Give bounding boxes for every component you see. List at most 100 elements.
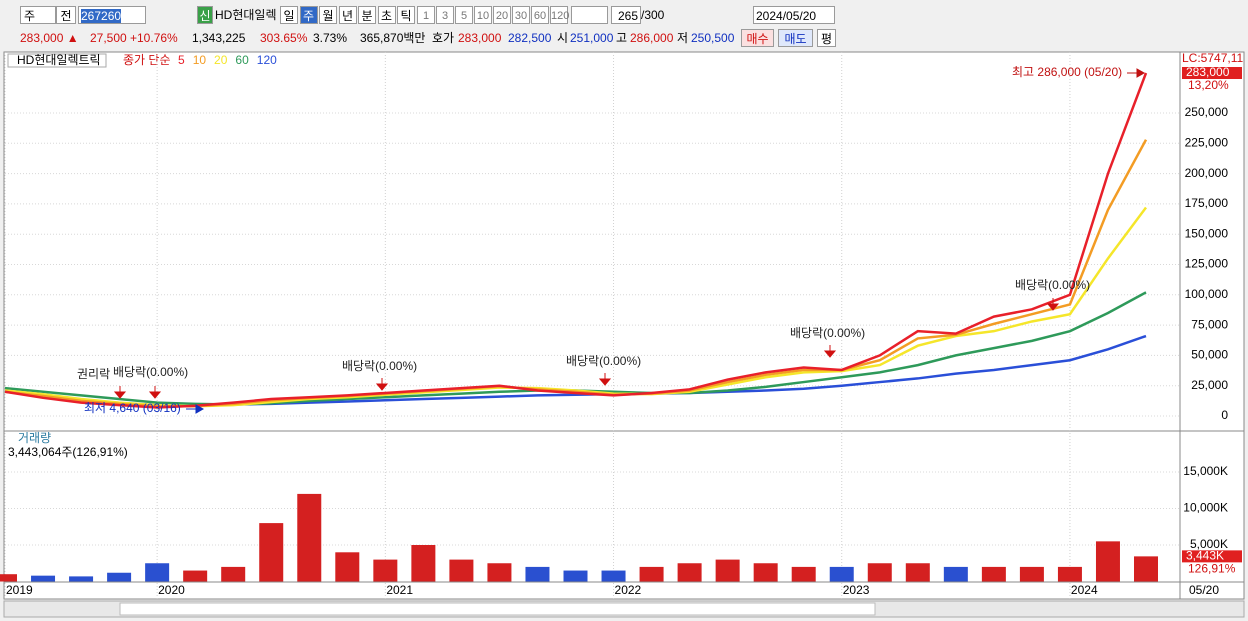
annotation: 배당락(0.00%) — [342, 359, 417, 373]
y-tick-label: 75,000 — [1191, 317, 1228, 331]
dividend-arrow — [598, 373, 612, 386]
market-select[interactable]: 주 — [20, 6, 56, 24]
volume-bar — [639, 566, 664, 582]
volume-bar — [449, 559, 474, 582]
dividend-arrow — [823, 345, 837, 358]
annotation: 최고 286,000 (05/20) — [1012, 65, 1122, 79]
volume-bar — [411, 545, 436, 582]
legend-entry: 20 — [214, 53, 228, 67]
volume-ratio: 303.65% — [260, 31, 308, 45]
interval-button[interactable]: 20 — [493, 6, 511, 24]
scroll-thumb[interactable] — [119, 602, 876, 616]
period-button[interactable]: 틱 — [397, 6, 415, 24]
volume-subtitle: 3,443,064주(126,91%) — [8, 445, 128, 459]
y-tick-label: 15,000K — [1183, 464, 1228, 478]
volume-bar — [69, 576, 94, 582]
volume-bar — [867, 563, 892, 582]
volume-bar — [335, 552, 360, 582]
period-button[interactable]: 초 — [377, 6, 396, 24]
annotation: 배당락(0.00%) — [790, 326, 865, 340]
legend-entry: 5 — [178, 53, 185, 67]
turnover: 3.73% — [313, 31, 348, 45]
volume-bar — [791, 566, 816, 582]
high: 286,000 — [630, 31, 674, 45]
interval-button[interactable]: 60 — [531, 6, 549, 24]
y-tick-label: 125,000 — [1185, 257, 1229, 271]
period-button[interactable]: 년 — [338, 6, 357, 24]
sell-button[interactable]: 매도 — [778, 29, 813, 47]
x-tick-label: 2024 — [1071, 583, 1098, 597]
volume-bar — [31, 575, 56, 582]
volume-bar — [525, 566, 550, 582]
period-button[interactable]: 월 — [319, 6, 337, 24]
count-input[interactable]: 265 — [611, 6, 641, 24]
y-tick-label: 10,000K — [1183, 501, 1228, 515]
date-input[interactable]: 2024/05/20 — [753, 6, 835, 24]
interval-button[interactable]: 5 — [455, 6, 473, 24]
price-title: HD현대일렉트릭 — [17, 53, 101, 67]
prev-button[interactable]: 전 — [56, 6, 76, 24]
legend-entry: 120 — [257, 53, 277, 67]
interval-select[interactable] — [571, 6, 608, 24]
last-pct-label: 126,91% — [1188, 562, 1236, 576]
period-button[interactable]: 주 — [299, 6, 318, 24]
volume-bar — [487, 563, 512, 582]
period-button[interactable]: 분 — [358, 6, 376, 24]
open: 251,000 — [570, 31, 614, 45]
interval-button[interactable]: 120 — [550, 6, 569, 24]
annotation: 배당락(0.00%) — [1015, 278, 1090, 292]
low-arrow — [186, 404, 205, 414]
volume-bar — [1057, 566, 1082, 582]
legend-entry: 60 — [235, 53, 249, 67]
volume-bar — [373, 559, 398, 582]
volume: 1,343,225 — [192, 31, 246, 45]
stock-name: HD현대일렉 — [215, 8, 277, 22]
period-button[interactable]: 일 — [280, 6, 298, 24]
volume-bar — [905, 563, 930, 582]
last-pct-label: 13,20% — [1188, 78, 1229, 92]
volume-bar — [563, 570, 588, 582]
volume-bar — [677, 563, 702, 582]
volume-bar — [753, 563, 778, 582]
interval-button[interactable]: 3 — [436, 6, 454, 24]
y-tick-label: 25,000 — [1191, 378, 1228, 392]
count-max: /300 — [641, 8, 665, 22]
volume-bar — [1095, 541, 1120, 582]
low: 250,500 — [691, 31, 735, 45]
volume-bar — [221, 566, 246, 582]
volume-bar — [0, 574, 17, 582]
high-arrow — [1127, 68, 1146, 78]
title-box — [7, 53, 107, 68]
new-badge: 신 — [197, 6, 213, 24]
change: 27,500 — [90, 31, 127, 45]
x-tick-label: 2021 — [386, 583, 413, 597]
volume-bar — [601, 570, 626, 582]
interval-button[interactable]: 1 — [417, 6, 435, 24]
last-value-label: 283,000 — [1186, 65, 1230, 79]
code-input[interactable]: 267260 — [78, 6, 146, 24]
y-tick-label: 5,000K — [1190, 537, 1228, 551]
x-tick-label: 2020 — [158, 583, 185, 597]
amount: 365,870백만 — [360, 31, 426, 45]
annotation: 최저 4,640 (03/16) — [84, 401, 181, 415]
volume-bar — [943, 566, 968, 582]
dividend-arrow — [375, 378, 389, 391]
x-tick-label: 2019 — [6, 583, 33, 597]
interval-button[interactable]: 30 — [512, 6, 530, 24]
y-tick-label: 150,000 — [1185, 226, 1229, 240]
ask: 283,000 — [458, 31, 502, 45]
interval-button[interactable]: 10 — [474, 6, 492, 24]
volume-bar — [107, 572, 132, 582]
avg-button[interactable]: 평 — [817, 29, 836, 47]
dividend-arrow — [1046, 298, 1060, 311]
y-tick-label: 175,000 — [1185, 196, 1229, 210]
annotation: 배당락(0.00%) — [566, 354, 641, 368]
annotation: 배당락(0.00%) — [113, 365, 188, 379]
price: 283,000 ▲ — [20, 31, 79, 45]
bid: 282,500 — [508, 31, 552, 45]
volume-bar — [259, 523, 284, 582]
buy-button[interactable]: 매수 — [741, 29, 774, 47]
dividend-arrow — [148, 386, 162, 399]
y-tick-label: 250,000 — [1185, 105, 1229, 119]
